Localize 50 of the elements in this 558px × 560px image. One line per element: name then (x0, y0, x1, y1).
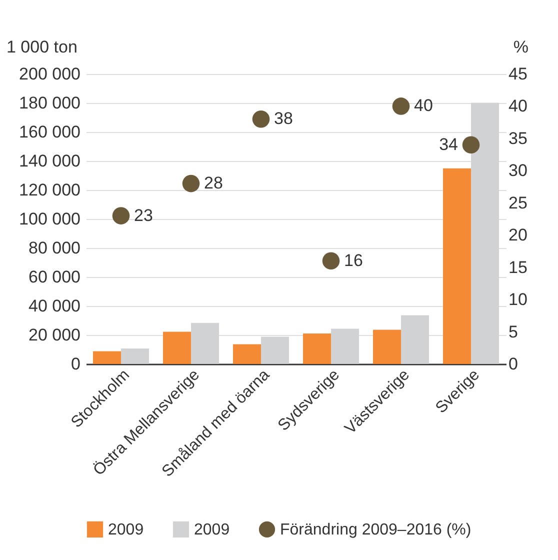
data-label: 34 (439, 134, 458, 154)
data-label: 40 (414, 96, 433, 116)
y2-tick-label: 10 (508, 290, 528, 310)
point (462, 136, 480, 154)
y2-tick-label: 0 (508, 354, 518, 374)
bar (163, 332, 191, 364)
bar (303, 334, 331, 364)
y2-tick-label: 40 (508, 96, 528, 116)
y-tick-label: 200 000 (19, 64, 80, 84)
point (322, 252, 340, 270)
bar (121, 348, 149, 364)
point (252, 110, 270, 128)
y2-axis-title: % (513, 38, 528, 56)
y-axis-title: 1 000 ton (6, 38, 78, 56)
y-tick-label: 140 000 (19, 152, 80, 170)
data-label: 38 (274, 109, 293, 128)
y2-tick-label: 5 (508, 322, 518, 342)
bar (373, 330, 401, 364)
y2-tick-label: 15 (508, 258, 528, 277)
data-label: 16 (344, 250, 363, 270)
bar (233, 344, 261, 364)
bar (331, 328, 359, 364)
y-tick-label: 20 000 (28, 326, 80, 344)
bar (191, 322, 219, 364)
y-tick-label: 180 000 (19, 94, 80, 112)
y-tick-label: 60 000 (28, 268, 80, 286)
legend-label: Förändring 2009–2016 (%) (280, 521, 472, 538)
legend-label: 2009 (194, 521, 230, 538)
point (182, 174, 200, 192)
data-label: 28 (204, 174, 223, 193)
y-tick-label: 40 000 (28, 296, 80, 316)
y2-tick-label: 25 (508, 193, 528, 212)
bar (261, 336, 289, 364)
point (112, 207, 130, 224)
bar (443, 168, 471, 364)
y2-tick-label: 35 (508, 128, 528, 148)
y2-tick-label: 45 (508, 64, 528, 84)
y2-tick-label: 20 (508, 226, 528, 245)
y-tick-label: 100 000 (19, 210, 80, 228)
y-tick-label: 120 000 (19, 180, 80, 200)
bar (93, 351, 121, 364)
y-tick-label: 160 000 (19, 122, 80, 142)
bar (401, 315, 429, 364)
data-label: 23 (134, 206, 153, 225)
y2-tick-label: 30 (508, 161, 528, 180)
y-tick-label: 0 (71, 354, 80, 374)
point (392, 98, 410, 115)
legend-label: 2009 (108, 521, 144, 538)
y-tick-label: 80 000 (28, 238, 80, 258)
bar (471, 102, 499, 364)
